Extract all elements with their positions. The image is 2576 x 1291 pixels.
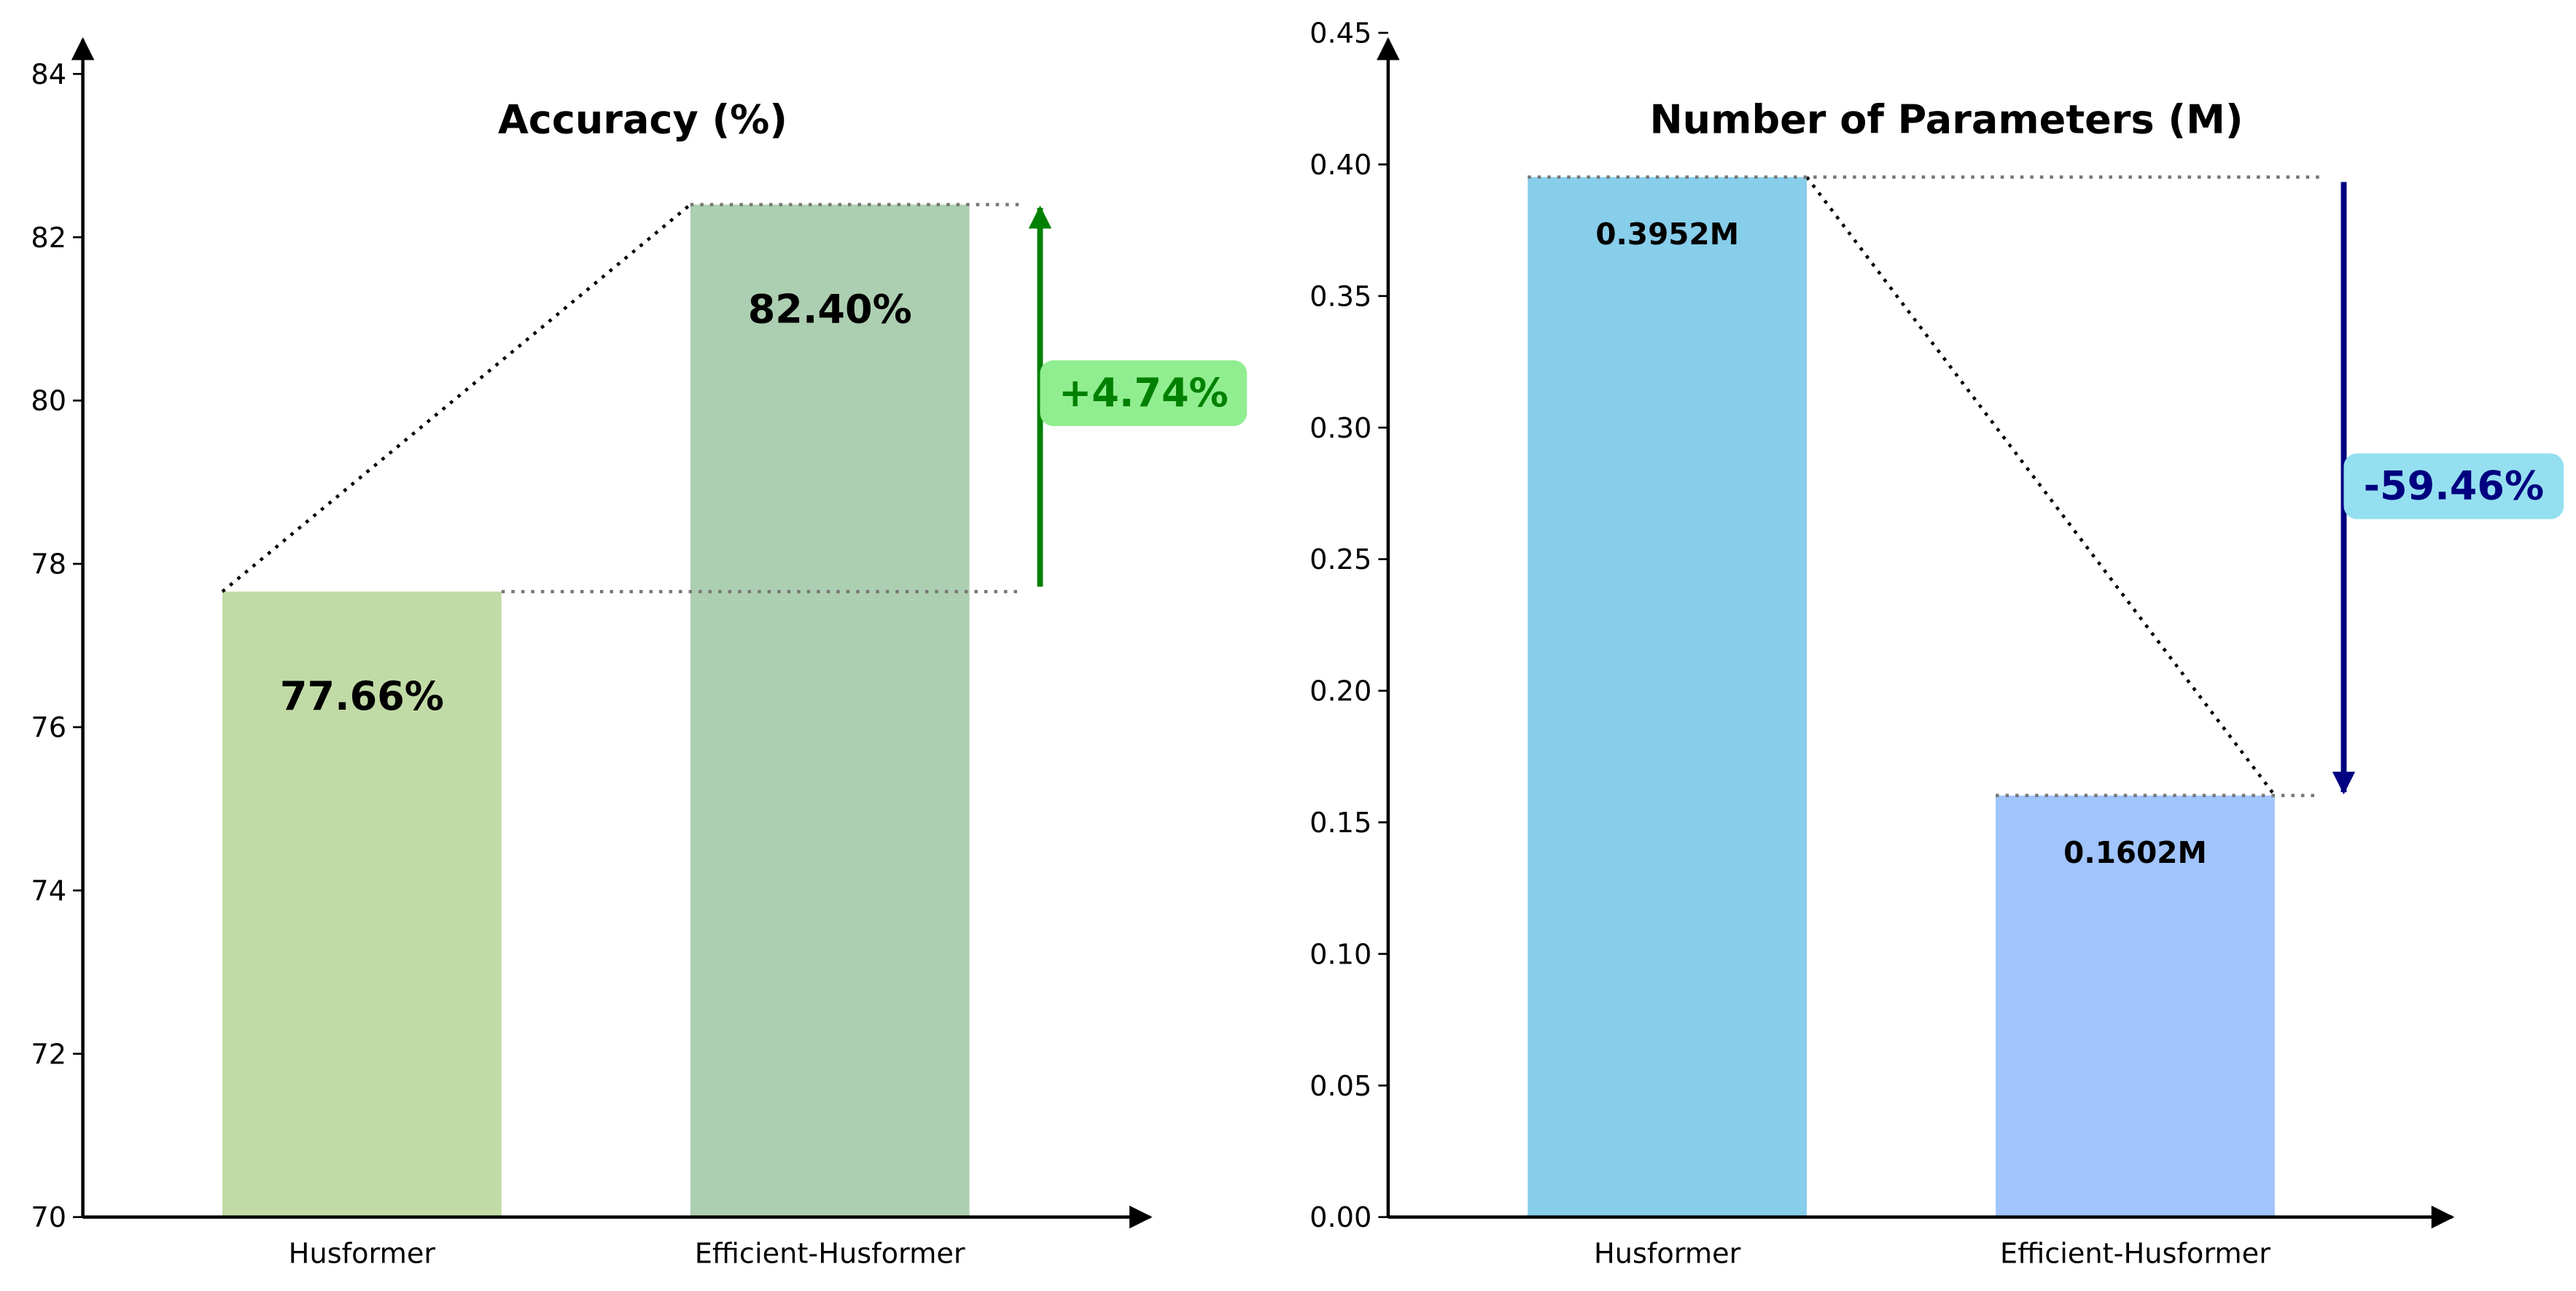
x-tick-label: Efficient-Husformer [695, 1238, 965, 1271]
y-tick-label: 0.10 [1310, 938, 1371, 971]
bar-value-label: 0.1602M [2063, 835, 2207, 870]
y-tick-label: 84 [31, 58, 66, 91]
change-label: -59.46% [2364, 463, 2544, 509]
y-tick-label: 78 [31, 548, 66, 581]
parameters-chart: 0.3952M Husformer 0.1602M Efficient-Husform… [1310, 18, 2564, 1271]
bar-husformer [1528, 177, 1808, 1217]
change-badge [2343, 453, 2564, 519]
y-tick-label: 0.30 [1310, 412, 1371, 445]
x-tick-label: Efficient-Husformer [2000, 1238, 2270, 1271]
chart-title: Accuracy (%) [498, 96, 787, 142]
bar-efficient-husformer [690, 204, 970, 1217]
trend-line [1805, 176, 2276, 797]
y-tick-label: 76 [31, 711, 66, 744]
y-tick-label: 74 [31, 875, 66, 907]
bar-value-label: 82.40% [748, 287, 912, 333]
y-tick-label: 0.05 [1310, 1070, 1371, 1103]
y-tick-label: 0.40 [1310, 149, 1371, 182]
bar-value-label: 77.66% [280, 673, 444, 719]
y-tick-label: 72 [31, 1038, 66, 1071]
x-tick-label: Husformer [1594, 1238, 1741, 1271]
y-tick-label: 70 [31, 1201, 66, 1234]
y-tick-label: 80 [31, 385, 66, 418]
bar-efficient-husformer [1996, 795, 2275, 1217]
y-tick-label: 82 [31, 222, 66, 255]
y-tick-label: 0.00 [1310, 1201, 1371, 1234]
chart-title: Number of Parameters (M) [1649, 96, 2243, 142]
y-tick-label: 0.35 [1310, 280, 1371, 313]
y-tick-label: 0.45 [1310, 18, 1371, 50]
change-label: +4.74% [1059, 370, 1229, 416]
trend-line [221, 203, 692, 593]
x-tick-label: Husformer [289, 1238, 436, 1271]
bar-value-label: 0.3952M [1595, 217, 1739, 252]
change-badge [1040, 360, 1248, 427]
accuracy-chart: 77.66% Husformer 82.40% Efficient-Husformer… [31, 36, 1248, 1271]
y-tick-label: 0.20 [1310, 675, 1371, 708]
y-tick-label: 0.15 [1310, 807, 1371, 840]
bar-husformer [222, 592, 502, 1217]
y-tick-label: 0.25 [1310, 543, 1371, 576]
